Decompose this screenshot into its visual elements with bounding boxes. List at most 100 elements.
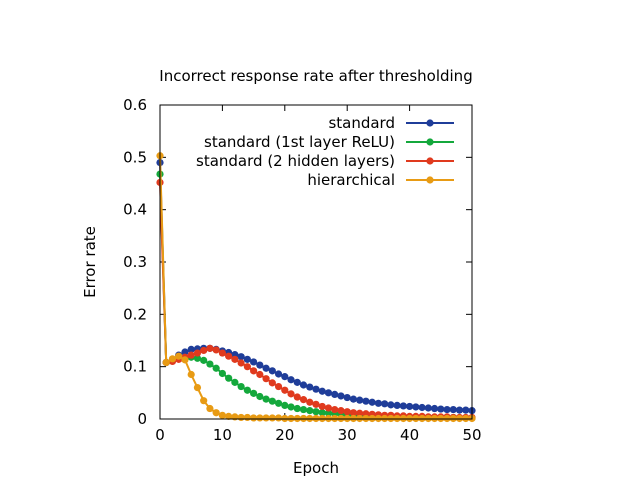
data-point bbox=[387, 401, 395, 409]
x-tick-label: 10 bbox=[213, 426, 232, 444]
data-point bbox=[187, 370, 195, 379]
legend-label: hierarchical bbox=[307, 171, 395, 189]
data-point bbox=[418, 414, 426, 423]
data-point bbox=[243, 355, 251, 363]
data-point bbox=[250, 367, 258, 375]
data-point bbox=[406, 402, 414, 411]
data-point bbox=[237, 382, 245, 391]
data-point bbox=[225, 352, 233, 360]
data-point bbox=[293, 378, 301, 386]
data-point bbox=[225, 374, 233, 382]
data-point bbox=[368, 398, 376, 406]
data-point bbox=[243, 363, 251, 371]
data-point bbox=[356, 414, 364, 423]
series-2 bbox=[156, 178, 476, 422]
data-point bbox=[256, 392, 264, 401]
data-point bbox=[287, 403, 295, 411]
data-point bbox=[331, 390, 339, 399]
data-point bbox=[324, 414, 333, 423]
data-point bbox=[324, 389, 333, 397]
plot-frame bbox=[159, 104, 473, 420]
data-point bbox=[200, 397, 208, 405]
series-1 bbox=[156, 170, 476, 422]
data-point bbox=[293, 393, 301, 401]
data-point bbox=[268, 414, 276, 422]
legend-label: standard bbox=[328, 114, 395, 132]
data-point bbox=[368, 414, 376, 423]
data-point bbox=[399, 414, 407, 423]
data-point bbox=[318, 409, 326, 417]
data-point bbox=[318, 402, 326, 411]
y-tick-label: 0 bbox=[137, 410, 147, 428]
data-point bbox=[281, 414, 289, 423]
data-point bbox=[231, 355, 239, 363]
data-point bbox=[331, 414, 339, 423]
data-point bbox=[437, 405, 445, 413]
data-point bbox=[455, 406, 464, 414]
data-point bbox=[455, 414, 464, 423]
data-point bbox=[250, 358, 258, 366]
x-tick-label: 20 bbox=[275, 426, 294, 444]
data-point bbox=[430, 414, 439, 423]
data-point bbox=[418, 403, 426, 412]
y-tick-label: 0.3 bbox=[123, 253, 147, 271]
data-point bbox=[237, 413, 245, 422]
data-point bbox=[299, 381, 308, 389]
data-point bbox=[212, 346, 220, 354]
legend-label: standard (2 hidden layers) bbox=[196, 152, 395, 170]
legend-swatch-marker bbox=[426, 176, 434, 184]
data-point bbox=[274, 370, 283, 378]
data-point bbox=[312, 385, 320, 393]
data-point bbox=[356, 409, 364, 417]
x-tick-label: 0 bbox=[155, 426, 165, 444]
data-point bbox=[337, 392, 345, 400]
data-point bbox=[337, 414, 345, 423]
y-tick-label: 0.2 bbox=[123, 305, 147, 323]
data-point bbox=[293, 414, 301, 423]
data-point bbox=[187, 351, 195, 359]
data-point bbox=[299, 414, 308, 423]
data-point bbox=[331, 405, 339, 414]
data-point bbox=[318, 414, 326, 423]
legend-swatch-marker bbox=[426, 119, 434, 127]
series-0 bbox=[156, 158, 476, 415]
data-point bbox=[200, 346, 208, 355]
data-point bbox=[293, 404, 301, 413]
data-point bbox=[462, 406, 470, 414]
data-point bbox=[449, 405, 457, 414]
data-point bbox=[349, 395, 358, 403]
series-line bbox=[159, 182, 472, 419]
legend-swatch-marker bbox=[426, 157, 434, 165]
data-point bbox=[218, 369, 226, 378]
data-point bbox=[181, 348, 189, 356]
data-point bbox=[256, 370, 264, 379]
x-tick-label: 30 bbox=[338, 426, 357, 444]
data-point bbox=[218, 411, 226, 419]
y-tick-label: 0.6 bbox=[123, 96, 147, 114]
data-point bbox=[324, 409, 333, 417]
data-point bbox=[256, 414, 264, 422]
data-point bbox=[412, 414, 420, 423]
data-point bbox=[343, 408, 351, 416]
data-point bbox=[412, 403, 420, 411]
data-point bbox=[243, 413, 251, 422]
y-tick-label: 0.1 bbox=[123, 358, 147, 376]
data-point bbox=[281, 373, 289, 381]
data-point bbox=[281, 386, 289, 394]
data-point bbox=[274, 399, 283, 407]
data-point bbox=[193, 354, 202, 362]
data-point bbox=[299, 396, 308, 404]
data-point bbox=[437, 414, 445, 423]
y-tick-label: 0.5 bbox=[123, 148, 147, 166]
data-point bbox=[443, 414, 451, 423]
data-point bbox=[262, 364, 270, 372]
data-point bbox=[381, 414, 389, 423]
data-point bbox=[324, 404, 333, 412]
data-point bbox=[343, 414, 351, 423]
data-point bbox=[443, 405, 451, 414]
data-point bbox=[187, 345, 195, 353]
x-tick-label: 40 bbox=[400, 426, 419, 444]
data-point bbox=[393, 401, 401, 409]
data-point bbox=[206, 360, 214, 368]
data-point bbox=[200, 356, 208, 364]
